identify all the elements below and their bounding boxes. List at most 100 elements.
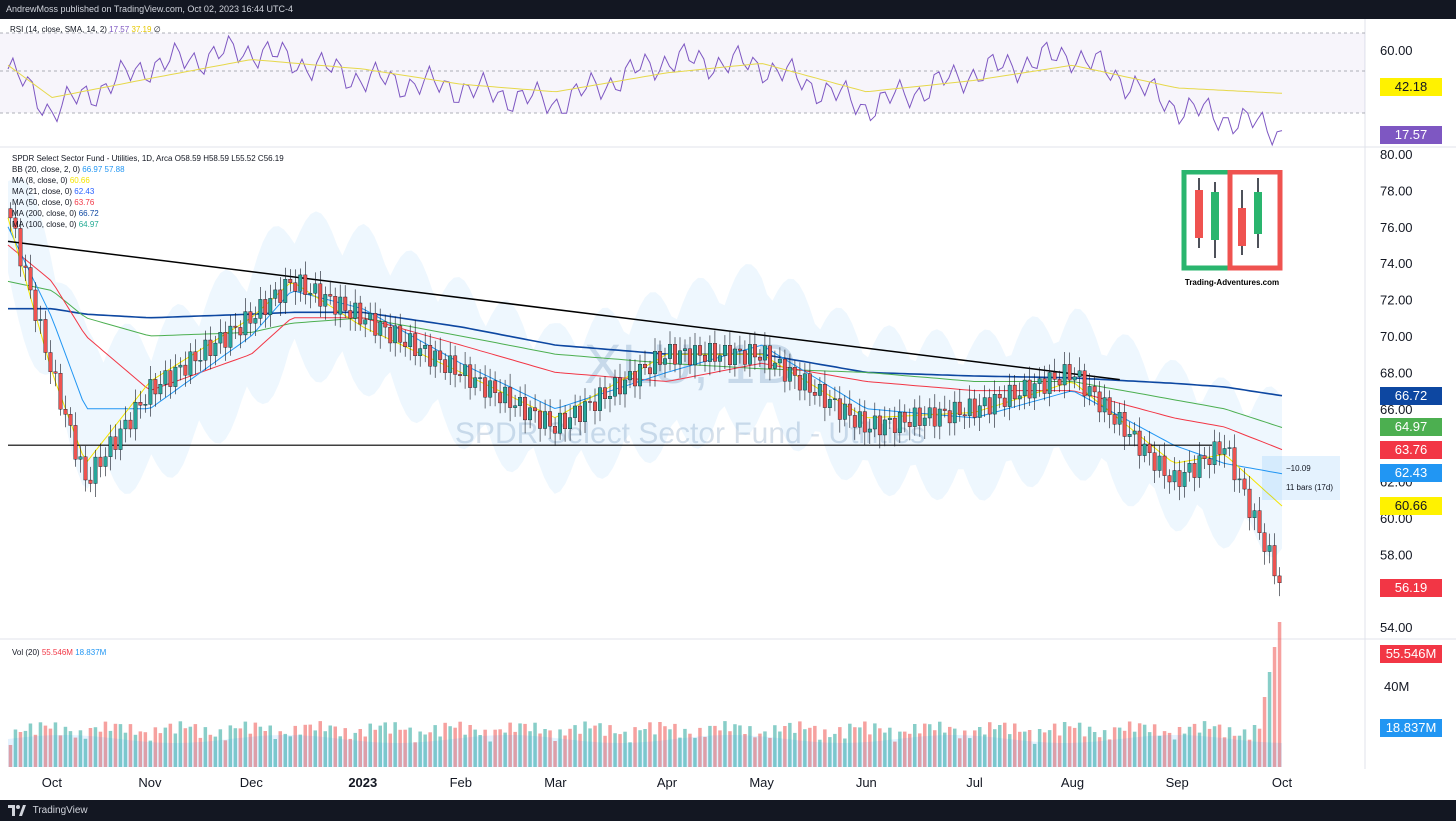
volume-bar bbox=[243, 721, 248, 767]
volume-bar bbox=[1267, 672, 1272, 767]
volume-bar bbox=[1167, 732, 1172, 767]
candle-body bbox=[1207, 458, 1212, 465]
volume-bar bbox=[953, 728, 957, 767]
candle-body bbox=[423, 345, 428, 349]
candle-body bbox=[1097, 391, 1102, 413]
price-legend-title: SPDR Select Sector Fund - Utilities, 1D,… bbox=[12, 154, 173, 163]
volume-bar bbox=[273, 739, 277, 767]
candle-body bbox=[1082, 370, 1087, 397]
volume-bar bbox=[643, 729, 647, 767]
candle-body bbox=[448, 355, 453, 373]
candle-body bbox=[872, 415, 877, 430]
volume-bar bbox=[468, 725, 472, 767]
candle-body bbox=[857, 411, 862, 428]
volume-bar bbox=[593, 725, 597, 767]
vol-legend: Vol (20) 55.546M 18.837M bbox=[12, 647, 106, 658]
badge-ma8: 60.66 bbox=[1380, 497, 1442, 515]
candle-body bbox=[1102, 397, 1107, 413]
volume-bar bbox=[598, 723, 602, 767]
candle-body bbox=[143, 404, 148, 406]
candle-body bbox=[1217, 441, 1222, 455]
volume-bar bbox=[1047, 730, 1052, 767]
candle-body bbox=[573, 405, 577, 418]
candle-body bbox=[603, 387, 607, 399]
candle-body bbox=[972, 398, 977, 418]
volume-bar bbox=[983, 734, 987, 767]
ma8-value: 60.66 bbox=[69, 176, 90, 185]
volume-tick-label: 40M bbox=[1384, 679, 1409, 694]
volume-bar bbox=[1272, 647, 1277, 767]
volume-bar bbox=[1027, 730, 1032, 767]
volume-bar bbox=[733, 724, 737, 767]
candle-body bbox=[842, 403, 847, 420]
volume-bar bbox=[803, 729, 807, 767]
candle-body bbox=[1202, 455, 1207, 459]
bb-lower: 57.88 bbox=[104, 165, 125, 174]
candle-body bbox=[208, 339, 213, 356]
volume-bar bbox=[923, 723, 927, 767]
candle-body bbox=[258, 299, 263, 319]
volume-bar bbox=[753, 737, 757, 767]
candle-body bbox=[678, 350, 682, 365]
candle-body bbox=[248, 311, 253, 324]
volume-bar bbox=[1242, 729, 1247, 767]
candle-body bbox=[962, 414, 967, 417]
bb-label: BB (20, close, 2, 0) bbox=[12, 165, 81, 174]
candle-body bbox=[1117, 412, 1122, 425]
volume-bar bbox=[838, 727, 842, 767]
candle-body bbox=[8, 208, 13, 219]
candle-body bbox=[812, 392, 817, 396]
volume-bar bbox=[728, 731, 732, 767]
candle-body bbox=[218, 332, 223, 344]
trading-adventures-logo: Trading-Adventures.com bbox=[1180, 169, 1284, 287]
candle-body bbox=[1022, 379, 1027, 397]
volume-bar bbox=[608, 725, 612, 767]
ma21-value: 62.43 bbox=[74, 187, 95, 196]
publisher-bar: AndrewMoss published on TradingView.com,… bbox=[0, 0, 1456, 19]
candle-body bbox=[832, 398, 837, 400]
candle-body bbox=[1267, 545, 1272, 552]
ma50-label: MA (50, close, 0) bbox=[12, 198, 73, 207]
candle-body bbox=[483, 377, 488, 398]
candle-body bbox=[673, 344, 677, 365]
candle-body bbox=[1227, 447, 1232, 449]
volume-bar bbox=[93, 727, 98, 767]
volume-bar bbox=[893, 741, 897, 767]
candle-body bbox=[643, 364, 647, 369]
volume-bar bbox=[463, 734, 467, 767]
volume-bar bbox=[908, 733, 912, 767]
candle-body bbox=[338, 296, 343, 315]
volume-bar bbox=[368, 723, 372, 767]
rsi-legend-v3: ∅ bbox=[153, 25, 161, 34]
volume-bar bbox=[68, 731, 73, 767]
candle-body bbox=[947, 410, 952, 424]
candle-body bbox=[723, 345, 727, 356]
candle-body bbox=[1027, 379, 1032, 399]
volume-bar bbox=[73, 737, 78, 767]
candle-body bbox=[1152, 452, 1157, 471]
candle-body bbox=[353, 302, 358, 319]
volume-bar bbox=[418, 731, 422, 767]
volume-bar bbox=[1127, 721, 1132, 767]
volume-bar bbox=[1147, 732, 1152, 767]
price-tick-label: 68.00 bbox=[1380, 365, 1413, 380]
candle-body bbox=[333, 296, 338, 315]
bb-upper: 66.97 bbox=[82, 165, 103, 174]
chart-canvas[interactable]: XLU, 1D SPDR Select Sector Fund - Utilit… bbox=[0, 19, 1456, 800]
volume-bar bbox=[663, 726, 667, 767]
candle-body bbox=[128, 419, 133, 430]
volume-bar bbox=[203, 727, 208, 767]
volume-bar bbox=[613, 733, 617, 767]
volume-bar bbox=[873, 723, 877, 767]
volume-bar bbox=[528, 731, 532, 767]
candle-body bbox=[1232, 447, 1237, 481]
volume-bar bbox=[783, 726, 787, 767]
measure-box[interactable] bbox=[1262, 456, 1340, 500]
candle-body bbox=[758, 356, 762, 361]
volume-bar bbox=[328, 725, 332, 767]
candle-body bbox=[927, 407, 932, 419]
candle-body bbox=[1052, 372, 1057, 380]
volume-bar bbox=[653, 734, 657, 767]
candle-body bbox=[223, 332, 228, 348]
month-layer: Oct Nov Dec 2023 Feb Mar Apr May Jun Jul Aug Sep Oct bbox=[42, 775, 1293, 790]
